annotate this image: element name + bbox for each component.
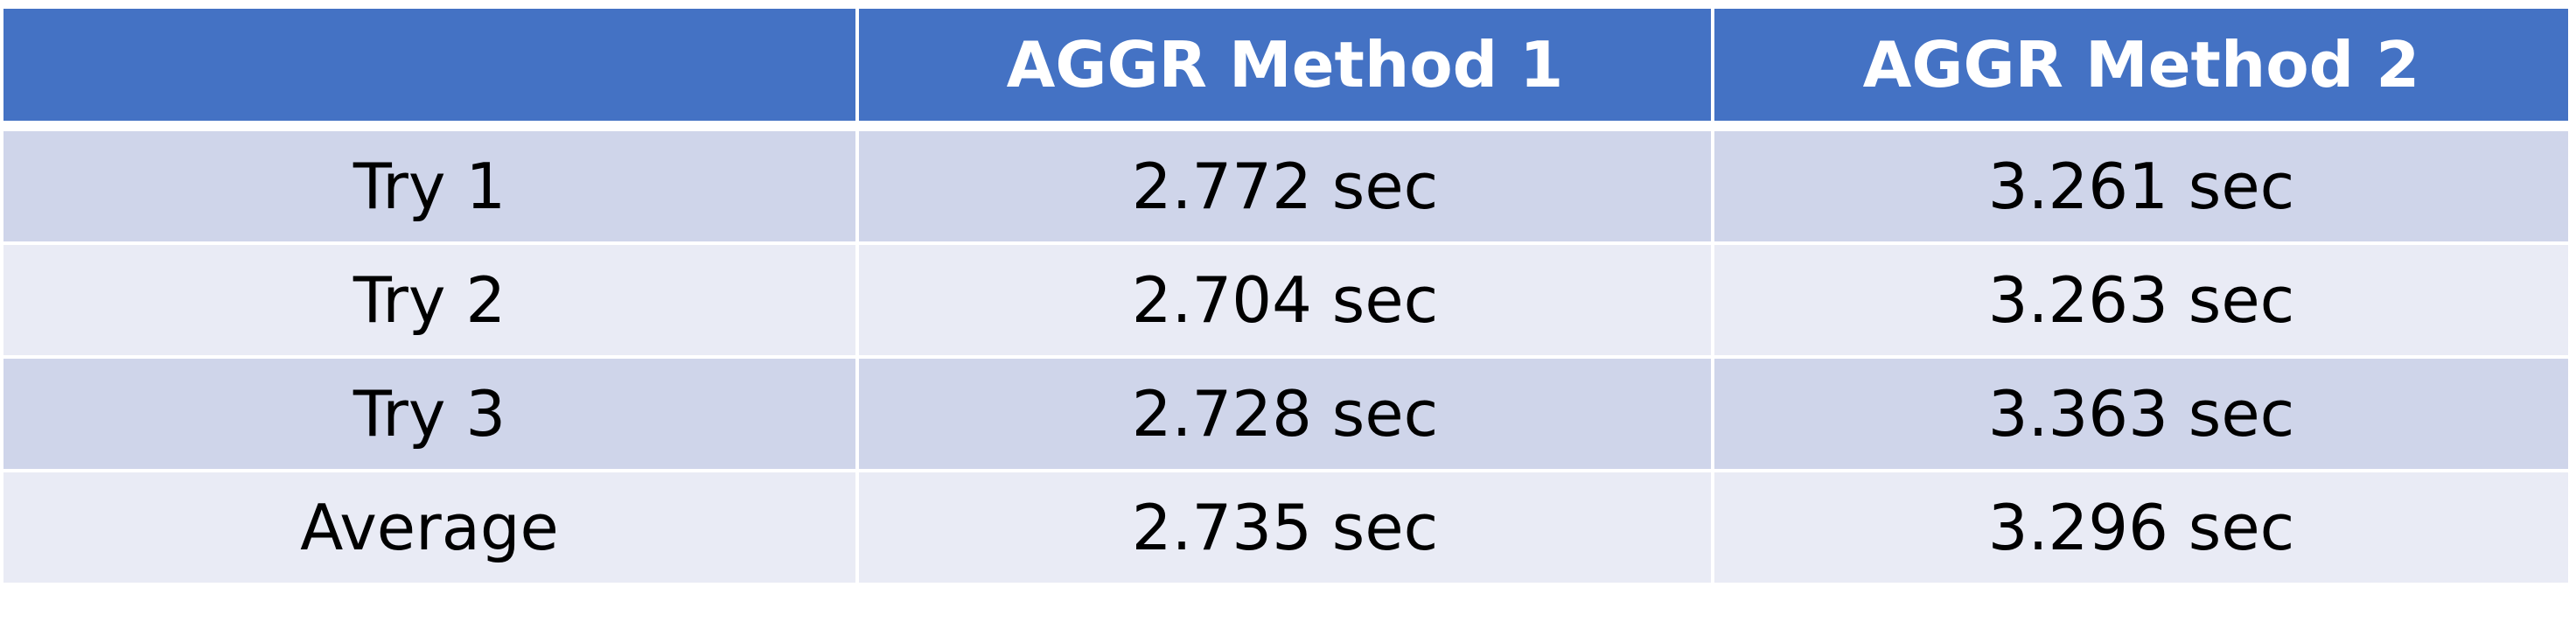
method-1-value-cell: 2.728 sec (855, 355, 1714, 472)
table-row: Try 3 2.728 sec 3.363 sec (0, 355, 2572, 472)
header-row: AGGR Method 1 AGGR Method 2 (0, 9, 2572, 131)
row-label-cell: Average (0, 469, 859, 586)
header-cell-row-label (0, 9, 859, 131)
method-2-value-cell: 3.263 sec (1711, 241, 2572, 359)
method-2-value-cell: 3.296 sec (1711, 469, 2572, 586)
method-1-value-cell: 2.772 sec (855, 124, 1714, 245)
row-label-cell: Try 3 (0, 355, 859, 472)
table-row: Try 2 2.704 sec 3.263 sec (0, 241, 2572, 359)
results-table: AGGR Method 1 AGGR Method 2 Try 1 2.772 … (0, 9, 2572, 586)
method-1-value-cell: 2.735 sec (855, 469, 1714, 586)
method-2-value-cell: 3.261 sec (1711, 124, 2572, 245)
method-1-value-cell: 2.704 sec (855, 241, 1714, 359)
method-2-value-cell: 3.363 sec (1711, 355, 2572, 472)
row-label-cell: Try 1 (0, 124, 859, 245)
header-cell-aggr-method-2: AGGR Method 2 (1711, 9, 2572, 131)
header-cell-aggr-method-1: AGGR Method 1 (855, 9, 1714, 131)
row-label-cell: Try 2 (0, 241, 859, 359)
table-row: Try 1 2.772 sec 3.261 sec (0, 124, 2572, 245)
table-row: Average 2.735 sec 3.296 sec (0, 469, 2572, 586)
